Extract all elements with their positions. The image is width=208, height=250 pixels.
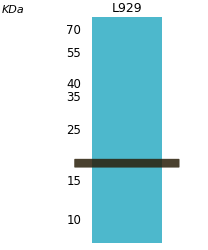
Text: 35: 35	[66, 92, 81, 104]
Text: L929: L929	[111, 2, 142, 15]
Text: 15: 15	[66, 174, 81, 188]
FancyBboxPatch shape	[74, 159, 180, 168]
Text: 70: 70	[66, 24, 81, 36]
Text: 55: 55	[66, 47, 81, 60]
Text: 25: 25	[66, 124, 81, 138]
Text: KDa: KDa	[2, 4, 25, 15]
FancyBboxPatch shape	[92, 17, 162, 243]
Text: 10: 10	[66, 214, 81, 227]
Text: 40: 40	[66, 78, 81, 92]
